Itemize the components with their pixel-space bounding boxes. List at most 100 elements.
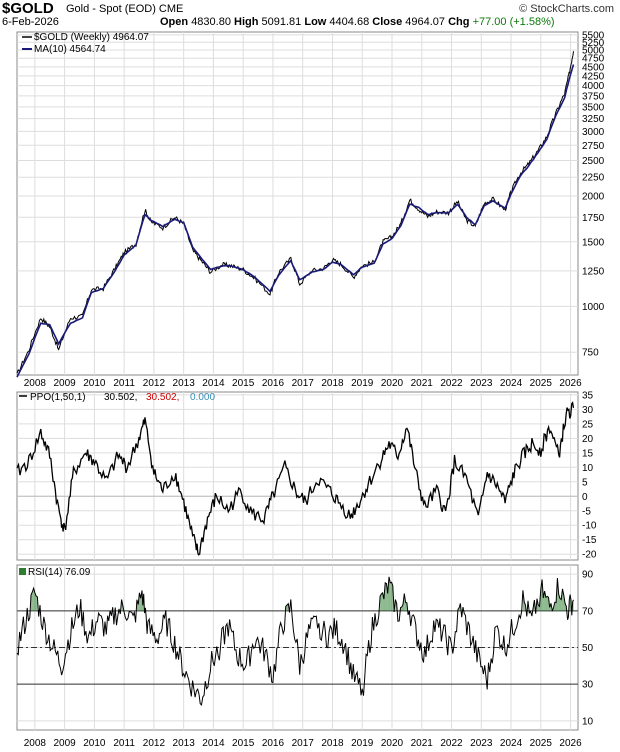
y-tick-label: 1000 [582, 302, 605, 313]
y-tick-label: 2000 [582, 191, 605, 202]
y-tick-label: 70 [582, 606, 594, 617]
rsi-overbought-fill [390, 582, 392, 611]
x-tick-label: 2008 [24, 378, 47, 389]
y-tick-label: -10 [582, 521, 597, 532]
x-tick-label: 2013 [173, 738, 196, 749]
symbol-description: Gold - Spot (EOD) CME [66, 3, 184, 15]
rsi-overbought-fill [32, 588, 34, 611]
x-tick-label: 2026 [559, 378, 582, 389]
rsi-overbought-fill [381, 592, 383, 611]
rsi-overbought-fill [395, 599, 397, 611]
price-legend-label: $GOLD (Weekly) 4964.07 [34, 32, 149, 43]
x-tick-label: 2020 [381, 738, 404, 749]
y-tick-label: 10 [582, 463, 594, 474]
x-tick-label: 2009 [53, 378, 76, 389]
ppo-legend-value-2: 30.502, [146, 392, 179, 403]
rsi-overbought-fill [559, 598, 562, 611]
x-tick-label: 2024 [500, 378, 523, 389]
ppo-y-axis: -20 -15 -10 -5 0 5 10 15 20 25 30 35 [582, 390, 597, 560]
y-tick-label: -5 [582, 506, 591, 517]
rsi-overbought-fill [140, 590, 142, 611]
y-tick-label: 4250 [582, 71, 605, 82]
x-tick-label: 2025 [530, 378, 553, 389]
x-tick-label: 2022 [440, 378, 463, 389]
x-tick-label: 2023 [470, 378, 493, 389]
y-tick-label: 30 [582, 680, 594, 691]
y-tick-label: 4500 [582, 62, 605, 73]
x-tick-label: 2018 [321, 378, 344, 389]
chg-value: +77.00 (+1.58%) [472, 16, 555, 28]
ohlc-summary: Open 4830.80 High 5091.81 Low 4404.68 Cl… [160, 16, 555, 28]
close-value: 4964.07 [405, 16, 446, 28]
ppo-panel: -20 -15 -10 -5 0 5 10 15 20 25 30 35 [16, 390, 597, 561]
y-tick-label: 3250 [582, 114, 605, 125]
x-tick-label: 2018 [321, 738, 344, 749]
price-frame [16, 31, 579, 376]
rsi-legend-swatch [19, 568, 26, 575]
rsi-overbought-fill [543, 591, 545, 611]
x-axis-bottom: 2008 2009 2010 2011 2012 2013 2014 2015 2016 2017… [24, 738, 582, 749]
rsi-overbought-fill [554, 602, 557, 611]
y-tick-label: 20 [582, 434, 594, 445]
price-y-axis: 750 1000 1250 1500 1750 2000 2250 2500 2750 3000 3… [582, 30, 605, 358]
low-value: 4404.68 [329, 16, 370, 28]
x-tick-label: 2014 [202, 378, 225, 389]
x-tick-label: 2021 [411, 738, 434, 749]
y-tick-label: 2750 [582, 141, 605, 152]
rsi-overbought-fill [389, 576, 391, 611]
y-tick-label: 3500 [582, 102, 605, 113]
y-tick-label: 0 [582, 492, 588, 503]
y-tick-label: 3000 [582, 127, 605, 138]
x-tick-label: 2011 [113, 378, 135, 389]
chg-label: Chg [448, 16, 470, 28]
rsi-overbought-fill [385, 582, 387, 611]
ma-legend-label: MA(10) 4564.74 [34, 44, 106, 55]
price-panel: 750 1000 1250 1500 1750 2000 2250 2500 2750 3000 3… [16, 30, 605, 376]
y-tick-label: -20 [582, 550, 597, 561]
ma-line [16, 64, 575, 378]
rsi-overbought-fill [382, 592, 384, 611]
x-tick-label: 2016 [262, 378, 285, 389]
rsi-overbought-fill [545, 596, 548, 611]
y-tick-label: 5 [582, 477, 588, 488]
x-tick-label: 2013 [173, 378, 196, 389]
open-label: Open [160, 16, 189, 28]
ppo-line [16, 401, 575, 556]
x-tick-label: 2012 [143, 738, 166, 749]
rsi-overbought-fill [33, 588, 35, 611]
y-tick-label: 750 [582, 348, 599, 359]
y-tick-label: 90 [582, 570, 594, 581]
brand-credit[interactable]: © StockCharts.com [519, 3, 614, 15]
x-tick-label: 2024 [500, 738, 523, 749]
y-tick-label: 50 [582, 643, 594, 654]
ppo-legend-prefix: PPO(1,50,1) [30, 392, 86, 403]
rsi-overbought-fill [405, 602, 407, 611]
y-tick-label: 5500 [582, 30, 605, 41]
symbol-title: $GOLD [2, 0, 54, 17]
x-tick-label: 2016 [262, 738, 285, 749]
y-tick-label: 3750 [582, 91, 605, 102]
x-tick-label: 2026 [559, 738, 582, 749]
chart-date: 6-Feb-2026 [2, 16, 59, 28]
rsi-legend: RSI(14) 76.09 [19, 567, 91, 578]
x-tick-label: 2021 [411, 378, 434, 389]
y-tick-label: 5000 [582, 46, 605, 57]
low-label: Low [304, 16, 327, 28]
x-tick-label: 2019 [351, 738, 374, 749]
x-tick-label: 2020 [381, 378, 404, 389]
y-tick-label: 1500 [582, 237, 605, 248]
y-tick-label: 15 [582, 448, 594, 459]
y-tick-label: 1750 [582, 213, 605, 224]
rsi-line [16, 576, 574, 706]
x-tick-label: 2010 [83, 738, 106, 749]
x-tick-label: 2010 [83, 378, 106, 389]
x-tick-label: 2022 [440, 738, 463, 749]
x-tick-label: 2012 [143, 378, 166, 389]
x-tick-label: 2017 [292, 378, 315, 389]
y-tick-label: 25 [582, 419, 594, 430]
ppo-legend: PPO(1,50,1) 30.502, 30.502, 0.000 [19, 392, 215, 403]
y-tick-label: 4750 [582, 54, 605, 65]
y-tick-label: 10 [582, 716, 594, 727]
x-tick-label: 2019 [351, 378, 374, 389]
